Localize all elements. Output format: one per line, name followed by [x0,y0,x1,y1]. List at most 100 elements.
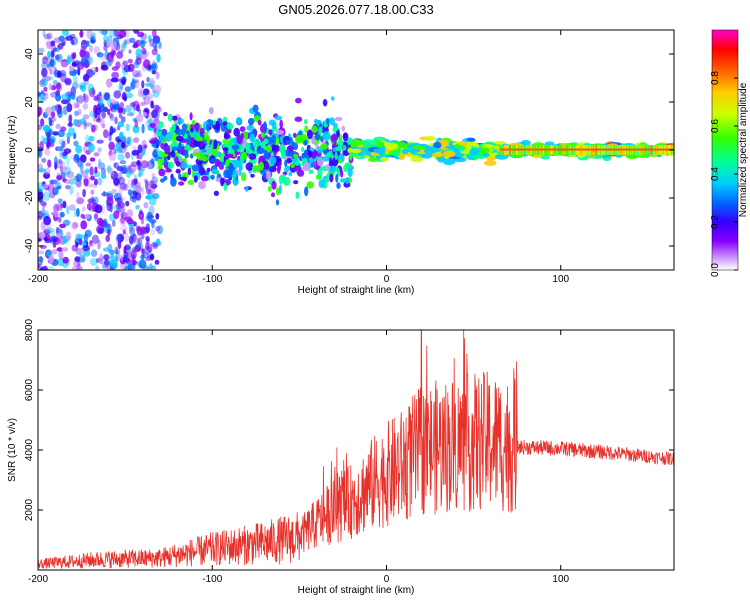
heatmap-cell [57,129,65,138]
heatmap-cell [56,175,63,181]
heatmap-cell [175,135,184,142]
heatmap-cell [148,205,155,216]
heatmap-cell [113,90,122,99]
heatmap-cell [92,112,97,122]
heatmap-cell [223,169,230,179]
heatmap-cell [102,190,106,197]
heatmap-cell [125,92,134,99]
heatmap-cell [71,39,75,45]
heatmap-cell [45,250,52,257]
spectrogram-panel: -200 -100 0 100 40 20 0 -20 -40 Height of strai… [7,29,675,296]
snr-frame [37,329,675,571]
heatmap-cell [170,151,176,158]
heatmap-cell [186,134,192,145]
heatmap-cell [65,185,71,190]
heatmap-cell [443,150,456,158]
heatmap-cell [119,102,125,109]
heatmap-cell [170,177,177,187]
heatmap-cell [191,164,200,172]
heatmap-cell [126,136,131,145]
heatmap-cell [139,89,143,97]
heatmap-cell [116,51,124,59]
heatmap-cell [39,141,44,150]
heatmap-cell [274,143,279,153]
heatmap-cell [301,146,305,152]
heatmap-cell [120,225,128,232]
heatmap-cell [64,179,72,185]
heatmap-cell [58,250,64,260]
heatmap-cell [94,178,98,186]
heatmap-cell [57,146,63,152]
heatmap-cell [66,171,75,179]
heatmap-cell [252,104,259,113]
heatmap-cell [142,88,150,96]
y-tick-label: 4000 [24,438,35,461]
heatmap-cell [69,204,76,211]
heatmap-cell [153,84,162,94]
heatmap-cell [89,240,93,247]
heatmap-cell [267,186,272,192]
heatmap-cell [56,70,62,78]
heatmap-cell [206,148,214,155]
heatmap-cell [300,133,307,141]
heatmap-cell [337,159,342,164]
heatmap-cell [42,30,46,37]
heatmap-cell [304,125,309,134]
heatmap-cell [98,53,107,61]
heatmap-cell [43,216,51,226]
heatmap-cell [141,123,145,134]
heatmap-cell [411,145,426,150]
heatmap-cell [107,108,111,116]
heatmap-cell [151,109,158,119]
heatmap-cell [145,195,152,200]
heatmap-cell [114,246,119,255]
heatmap-cell [178,118,184,125]
heatmap-cell [225,159,230,167]
heatmap-cell [54,104,62,111]
heatmap-cell [87,198,95,204]
heatmap-cell [245,186,249,192]
spectrogram-x-axis-label: Height of straight line (km) [298,285,415,296]
heatmap-cell [110,170,119,181]
heatmap-cell [232,169,238,179]
heatmap-cell [250,173,255,178]
heatmap-cell [166,132,172,142]
heatmap-cell [59,211,65,218]
heatmap-cell [117,153,125,161]
heatmap-cell [248,153,257,160]
heatmap-cell [111,205,119,210]
heatmap-cell [103,35,109,43]
heatmap-cell [275,187,280,196]
heatmap-cell [424,136,436,141]
heatmap-cell [476,147,490,154]
heatmap-cell [341,125,346,132]
heatmap-cell [139,226,147,235]
heatmap-cell [100,167,106,176]
heatmap-cell [82,114,90,120]
heatmap-cell [227,147,234,156]
heatmap-cell [190,127,195,133]
heatmap-cell [38,124,43,131]
heatmap-cell [171,146,179,151]
heatmap-cell [44,209,49,216]
heatmap-cell [279,119,284,129]
heatmap-cell [336,129,340,138]
heatmap-cell [136,31,145,38]
heatmap-cell [484,160,497,166]
heatmap-cell [263,138,269,145]
heatmap-cell [93,196,99,205]
heatmap-cell [128,49,132,54]
heatmap-cell [60,144,65,152]
heatmap-cell [236,134,242,144]
heatmap-cell [82,245,90,252]
heatmap-cell [41,202,47,208]
heatmap-cell [340,169,344,178]
heatmap-cell [118,30,127,38]
heatmap-cell [109,125,114,136]
heatmap-cell [280,149,286,159]
heatmap-cell [140,40,146,49]
heatmap-cell [62,154,67,160]
heatmap-cell [171,123,176,132]
heatmap-cell [93,152,100,157]
heatmap-cell [49,76,54,81]
